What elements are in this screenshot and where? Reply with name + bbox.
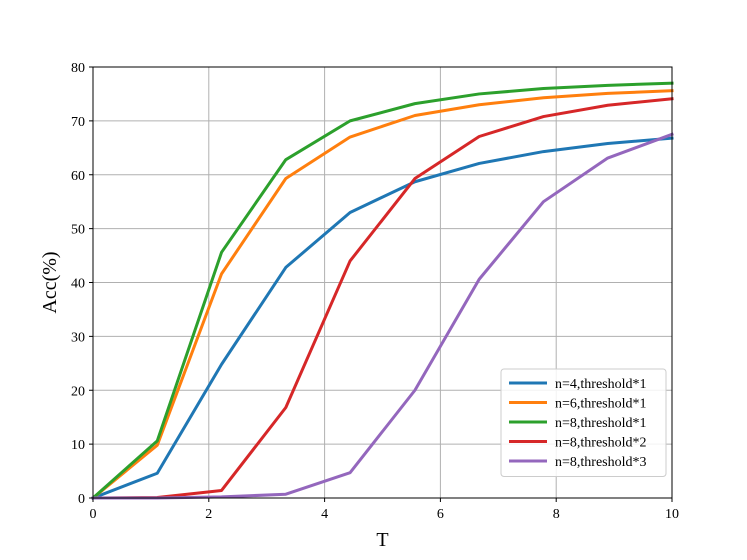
- y-tick-label: 40: [71, 277, 85, 292]
- x-axis-title: T: [376, 529, 388, 551]
- series-lines: [90, 81, 674, 501]
- y-tick-label: 0: [78, 492, 85, 507]
- y-axis-title: Acc(%): [39, 251, 61, 313]
- series-line-3: [90, 81, 674, 501]
- legend-label: n=8,threshold*2: [555, 436, 647, 451]
- legend-label: n=8,threshold*3: [555, 455, 647, 470]
- legend-label: n=4,threshold*1: [555, 377, 647, 392]
- x-tick-label: 0: [90, 507, 97, 522]
- series-line-2: [90, 89, 674, 501]
- legend-label: n=6,threshold*1: [555, 397, 647, 412]
- y-tick-label: 30: [71, 330, 85, 345]
- y-tick-label: 20: [71, 384, 85, 399]
- y-tick-label: 10: [71, 438, 85, 453]
- y-tick-label: 70: [71, 115, 85, 130]
- y-tick-label: 80: [71, 61, 85, 76]
- legend-box: [500, 368, 667, 477]
- y-tick-label: 50: [71, 223, 85, 238]
- series-line-1: [91, 136, 674, 500]
- axis-ticks: 0 2 4 6 8 10 0 10 20 30 40 50 60 70 80: [71, 61, 679, 522]
- x-tick-label: 8: [553, 507, 560, 522]
- legend-label: n=8,threshold*1: [555, 416, 647, 431]
- x-tick-label: 10: [665, 507, 679, 522]
- y-tick-label: 60: [71, 169, 85, 184]
- x-tick-label: 2: [205, 507, 212, 522]
- legend: n=4,threshold*1 n=6,threshold*1 n=8,thresh…: [500, 368, 667, 477]
- x-tick-label: 6: [437, 507, 444, 522]
- x-tick-label: 4: [321, 507, 328, 522]
- series-line-5: [91, 132, 674, 500]
- series-line-4: [91, 97, 674, 500]
